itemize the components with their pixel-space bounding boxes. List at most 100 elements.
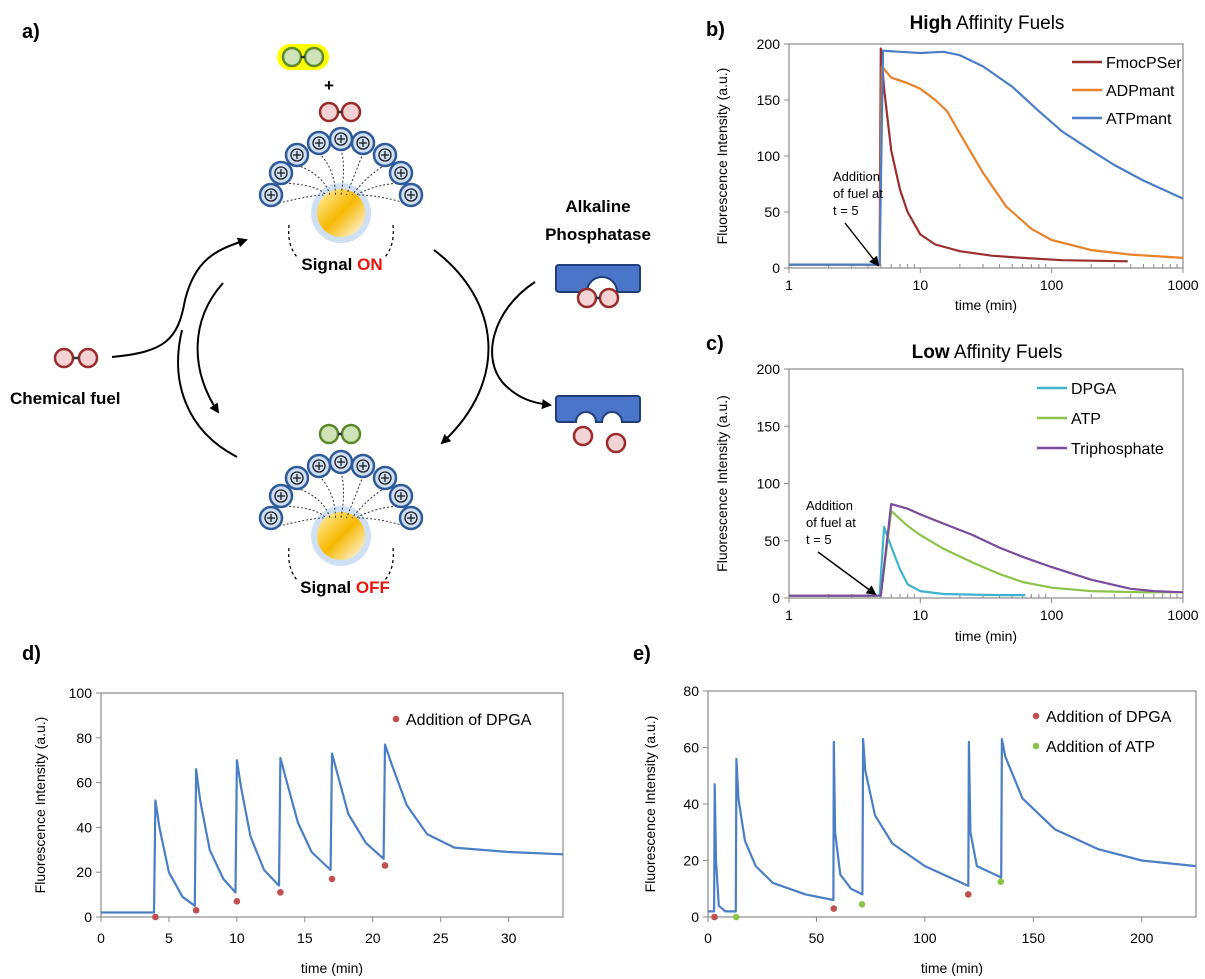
legend-marker: [1032, 712, 1040, 720]
plot-frame: [788, 368, 1184, 599]
x-tick-label: 1: [785, 277, 793, 293]
y-tick-label: 100: [757, 148, 781, 164]
fuel-addition-annotation: t = 5: [833, 203, 859, 218]
addition-marker: [858, 900, 866, 908]
y-tick-label: 20: [76, 864, 92, 880]
x-axis-label: time (min): [921, 960, 983, 976]
x-axis-label: time (min): [955, 297, 1017, 313]
series-line-signal: [708, 737, 1197, 913]
plot-frame: [788, 43, 1184, 269]
enzyme-free-icon: [555, 395, 641, 454]
addition-marker: [192, 906, 200, 914]
legend-label: FmocPSer: [1106, 55, 1182, 72]
enzyme-label-line2: Phosphatase: [545, 225, 651, 244]
cycle-arrows: [111, 237, 552, 458]
chart-dpga-additions: 0 20 40 60 80 100 0 5 10 15 20 25 30 time (min) Fluore…: [32, 685, 564, 976]
addition-marker: [997, 878, 1005, 885]
cationic-headgroup-icon: [306, 453, 332, 479]
cationic-headgroup-icon: [388, 160, 414, 186]
addition-marker: [711, 913, 718, 921]
fuel-addition-annotation: Addition: [833, 169, 880, 184]
x-tick-label: 30: [501, 930, 517, 946]
x-axis-label: time (min): [301, 960, 363, 976]
annotation-arrow: [817, 551, 877, 596]
series-line-fmocpser: [789, 47, 1128, 266]
x-tick-label: 100: [1040, 607, 1064, 623]
panel-label-e: e): [633, 643, 651, 665]
y-tick-label: 0: [691, 909, 699, 925]
legend-label: DPGA: [1071, 381, 1117, 398]
scheme-diagram: + Signal ON Signal OFF Chemical fuel: [10, 44, 651, 597]
signal-on-label: Signal ON: [301, 255, 382, 274]
y-tick-label: 60: [683, 740, 699, 756]
y-tick-label: 100: [757, 476, 781, 492]
signal-off-label: Signal OFF: [300, 578, 390, 597]
legend-label: ADPmant: [1106, 83, 1175, 100]
fuel-addition-annotation: t = 5: [806, 532, 832, 547]
cationic-headgroup-icon: [258, 182, 284, 208]
fuel-to-on-arrow: [111, 237, 248, 358]
cationic-headgroup-icon: [388, 483, 414, 509]
cationic-headgroup-icon: [372, 465, 398, 491]
cationic-headgroup-icon: [258, 505, 284, 531]
on-to-off-arrow: [196, 282, 224, 414]
legend-label: ATP: [1071, 411, 1101, 428]
y-tick-label: 0: [772, 590, 780, 606]
chart-title: Low Affinity Fuels: [912, 342, 1063, 363]
chemical-fuel-label: Chemical fuel: [10, 389, 121, 408]
red-fuel-icon-top: [318, 101, 362, 123]
plot-frame: [100, 692, 564, 918]
legend-label: Triphosphate: [1071, 441, 1164, 458]
y-tick-label: 150: [757, 418, 781, 434]
addition-marker: [964, 891, 972, 898]
addition-marker: [277, 889, 284, 896]
chart-high-affinity: 0 50 100 150 200 1 10 100 1000 time (min) Fluoresc…: [714, 13, 1199, 313]
addition-marker: [328, 875, 336, 883]
addition-marker: [381, 862, 389, 869]
panel-label-c: c): [706, 333, 724, 355]
enzyme-label-line1: Alkaline: [565, 197, 630, 216]
off-return-arrow: [177, 329, 238, 458]
cationic-headgroup-icon: [268, 160, 294, 186]
cationic-headgroup-icon: [372, 142, 398, 168]
addition-marker: [830, 905, 838, 912]
legend-marker: [392, 715, 400, 723]
cationic-headgroup-icon: [328, 126, 354, 152]
y-tick-label: 0: [772, 260, 780, 276]
series-line-atpmant: [789, 49, 1184, 266]
x-tick-label: 1: [785, 607, 793, 623]
legend-label: Addition of DPGA: [406, 712, 532, 729]
x-tick-label: 150: [1022, 930, 1046, 946]
y-axis-label: Fluorescence Intensity (a.u.): [642, 716, 658, 893]
cationic-headgroup-icon: [284, 142, 310, 168]
x-tick-label: 5: [165, 930, 173, 946]
y-tick-label: 200: [757, 361, 781, 377]
green-fuel-icon-bottom: [318, 423, 362, 445]
y-tick-label: 50: [764, 204, 780, 220]
legend-label: Addition of DPGA: [1046, 709, 1172, 726]
y-tick-label: 80: [76, 730, 92, 746]
chemical-fuel-icon: [53, 347, 99, 369]
cationic-headgroup-icon: [268, 483, 294, 509]
y-tick-label: 80: [683, 683, 699, 699]
series-line-adpmant: [789, 65, 1184, 266]
enzyme-bound-icon: [555, 264, 641, 309]
y-axis-label: Fluorescence Intensity (a.u.): [32, 717, 48, 894]
y-tick-label: 0: [84, 909, 92, 925]
x-tick-label: 10: [913, 607, 929, 623]
y-tick-label: 100: [69, 685, 93, 701]
cationic-headgroup-icon: [284, 465, 310, 491]
addition-marker: [233, 898, 241, 905]
x-tick-label: 0: [704, 930, 712, 946]
fuel-addition-annotation: of fuel at: [806, 515, 856, 530]
chart-dpga-atp-additions: 0 20 40 60 80 0 50 100 150 200 time (min) Fluoresce…: [642, 683, 1197, 976]
y-tick-label: 50: [764, 533, 780, 549]
chart-low-affinity: 0 50 100 150 200 1 10 100 1000 time (min) Fluoresc…: [714, 342, 1199, 644]
y-axis-label: Fluorescence Intensity (a.u.): [714, 395, 730, 572]
x-tick-label: 1000: [1167, 607, 1198, 623]
x-tick-label: 200: [1130, 930, 1154, 946]
highlighted-green-fuel-icon: [277, 44, 329, 70]
y-tick-label: 40: [683, 796, 699, 812]
legend-label: Addition of ATP: [1046, 739, 1155, 756]
x-tick-label: 20: [365, 930, 381, 946]
